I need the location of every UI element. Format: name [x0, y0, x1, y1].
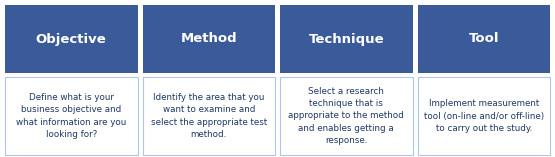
FancyBboxPatch shape	[417, 77, 550, 155]
Text: Method: Method	[180, 32, 237, 46]
FancyBboxPatch shape	[143, 77, 275, 155]
Text: Objective: Objective	[36, 32, 107, 46]
FancyBboxPatch shape	[143, 5, 275, 73]
Text: Identify the area that you
want to examine and
select the appropriate test
metho: Identify the area that you want to exami…	[150, 93, 267, 139]
Text: Define what is your
business objective and
what information are you
looking for?: Define what is your business objective a…	[16, 93, 127, 139]
Text: Technique: Technique	[309, 32, 384, 46]
FancyBboxPatch shape	[280, 77, 412, 155]
Text: Select a research
technique that is
appropriate to the method
and enables gettin: Select a research technique that is appr…	[289, 87, 404, 145]
FancyBboxPatch shape	[5, 5, 138, 73]
Text: Implement measurement
tool (on-line and/or off-line)
to carry out the study.: Implement measurement tool (on-line and/…	[423, 99, 544, 133]
FancyBboxPatch shape	[280, 5, 412, 73]
FancyBboxPatch shape	[5, 77, 138, 155]
FancyBboxPatch shape	[417, 5, 550, 73]
Text: Tool: Tool	[468, 32, 499, 46]
